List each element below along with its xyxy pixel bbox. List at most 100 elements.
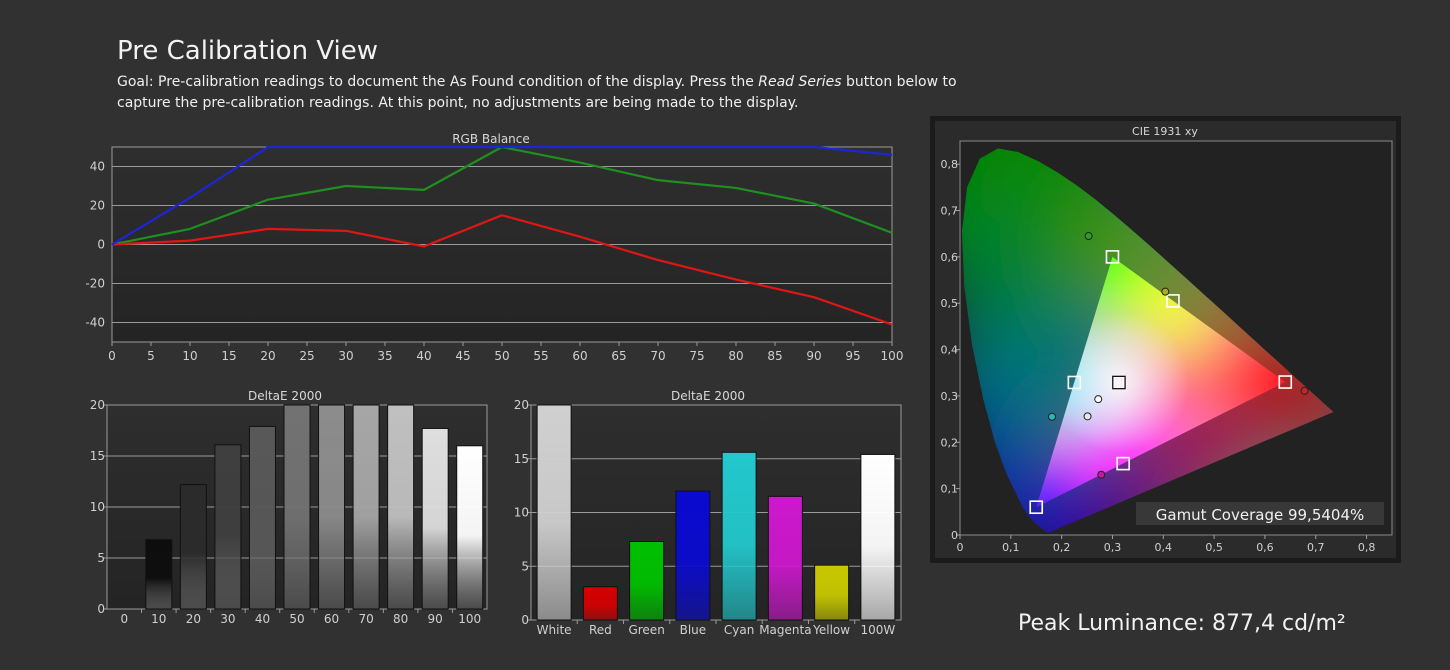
rgb-x-tick-label: 85 bbox=[767, 349, 782, 363]
color-x-tick-label: 100W bbox=[860, 623, 895, 637]
gray-bar bbox=[421, 427, 449, 610]
color-bar bbox=[721, 451, 757, 621]
goal-text-end: button below to capture the pre-calibrat… bbox=[117, 74, 957, 111]
gray-x-tick-label: 10 bbox=[151, 612, 166, 626]
gamut-coverage-label: Gamut Coverage 99,5404% bbox=[1156, 506, 1365, 524]
rgb-balance-title: RGB Balance bbox=[452, 132, 530, 146]
cie-y-tick-label: 0,3 bbox=[941, 390, 959, 403]
cie-measured-white bbox=[1094, 395, 1103, 404]
color-x-tick-label: Cyan bbox=[724, 623, 754, 637]
cie-target-green bbox=[1105, 250, 1120, 264]
deltae-color-title: DeltaE 2000 bbox=[671, 389, 745, 403]
rgb-series-line bbox=[111, 145, 893, 246]
gray-x-tick-label: 50 bbox=[289, 612, 304, 626]
rgb-x-tick-label: 0 bbox=[108, 349, 116, 363]
cie-y-tick-label: 0,8 bbox=[941, 158, 959, 171]
gray-x-tick-label: 0 bbox=[120, 612, 128, 626]
deltae-color-chart: DeltaE 2000 20 15 10 5 0 White Red Green Blue Cya… bbox=[514, 389, 902, 637]
cie-1931-chart: CIE 1931 xy 0 0,1 0,2 0,3 0,4 0,5 0,6 0,7 0,8 0 0,… bbox=[930, 116, 1401, 563]
cie-target-magenta bbox=[1116, 456, 1130, 471]
rgb-x-tick-label: 80 bbox=[728, 349, 743, 363]
color-x-tick-label: Blue bbox=[680, 623, 707, 637]
gray-bar bbox=[179, 484, 207, 610]
rgb-x-tick-label: 70 bbox=[650, 349, 665, 363]
gray-x-tick-label: 40 bbox=[255, 612, 270, 626]
gray-x-tick-label: 20 bbox=[186, 612, 201, 626]
rgb-x-tick-label: 20 bbox=[260, 349, 275, 363]
cie-y-tick-label: 0,4 bbox=[941, 344, 959, 357]
gray-bar bbox=[318, 404, 346, 610]
gray-bar bbox=[352, 404, 380, 610]
cie-x-tick-label: 0 bbox=[957, 541, 964, 554]
color-x-tick-label: Yellow bbox=[812, 623, 850, 637]
gray-bar bbox=[456, 445, 484, 610]
rgb-x-tick-label: 35 bbox=[377, 349, 392, 363]
cie-y-tick-label: 0,7 bbox=[941, 205, 959, 218]
color-x-tick-label: Magenta bbox=[759, 623, 811, 637]
rgb-x-tick-label: 90 bbox=[806, 349, 821, 363]
rgb-series-line bbox=[111, 214, 893, 326]
rgb-x-tick-label: 10 bbox=[182, 349, 197, 363]
color-bar bbox=[675, 490, 711, 621]
cie-measured-cyan bbox=[1047, 412, 1056, 421]
cie-target-blue bbox=[1029, 500, 1044, 514]
gray-bar bbox=[248, 425, 276, 610]
rgb-x-tick-label: 60 bbox=[572, 349, 587, 363]
color-y-tick-label: 20 bbox=[514, 398, 529, 412]
rgb-x-tick-label: 40 bbox=[416, 349, 431, 363]
rgb-x-tick-label: 15 bbox=[221, 349, 236, 363]
rgb-x-tick-label: 75 bbox=[689, 349, 704, 363]
cie-title: CIE 1931 xy bbox=[1132, 125, 1198, 138]
color-y-tick-label: 5 bbox=[521, 559, 529, 573]
read-series-emphasis: Read Series bbox=[758, 74, 842, 90]
rgb-x-tick-label: 25 bbox=[299, 349, 314, 363]
gray-bar bbox=[283, 404, 311, 610]
cie-y-tick-label: 0,2 bbox=[941, 436, 959, 449]
rgb-y-tick-label: -40 bbox=[85, 316, 105, 330]
rgb-y-tick-label: -20 bbox=[85, 277, 105, 291]
cie-measured-yellow bbox=[1161, 287, 1170, 296]
rgb-x-tick-label: 65 bbox=[611, 349, 626, 363]
color-bar bbox=[814, 564, 850, 621]
gray-x-tick-label: 60 bbox=[324, 612, 339, 626]
rgb-x-tick-label: 95 bbox=[845, 349, 860, 363]
page-title: Pre Calibration View bbox=[117, 36, 379, 66]
cie-measured-green bbox=[1084, 232, 1093, 241]
cie-y-tick-label: 0,5 bbox=[941, 297, 959, 310]
cie-x-tick-label: 0,3 bbox=[1104, 541, 1122, 554]
cie-x-tick-label: 0,1 bbox=[1002, 541, 1020, 554]
gray-y-tick-label: 10 bbox=[90, 500, 105, 514]
gray-y-tick-label: 15 bbox=[90, 449, 105, 463]
cie-target-yellow bbox=[1166, 294, 1180, 308]
color-x-tick-label: Red bbox=[589, 623, 612, 637]
cie-measured-red bbox=[1300, 386, 1309, 395]
rgb-x-tick-label: 45 bbox=[455, 349, 470, 363]
gray-x-tick-label: 100 bbox=[458, 612, 481, 626]
gray-y-tick-label: 5 bbox=[97, 551, 105, 565]
rgb-x-tick-label: 100 bbox=[881, 349, 904, 363]
color-y-tick-label: 10 bbox=[514, 506, 529, 520]
cie-x-tick-label: 0,8 bbox=[1358, 541, 1376, 554]
rgb-y-tick-label: 0 bbox=[97, 238, 105, 252]
rgb-balance-chart: RGB Balance 40 20 0 -20 -40 0 5 10 15 20 25 30 35 40 4… bbox=[85, 132, 904, 363]
cie-x-tick-label: 0,7 bbox=[1307, 541, 1325, 554]
cie-x-tick-label: 0,2 bbox=[1053, 541, 1071, 554]
gray-bar bbox=[214, 444, 242, 610]
peak-luminance-readout: Peak Luminance: 877,4 cd/m² bbox=[1018, 611, 1346, 636]
cie-x-tick-label: 0,4 bbox=[1155, 541, 1173, 554]
deltae-grayscale-title: DeltaE 2000 bbox=[248, 389, 322, 403]
cie-target-red bbox=[1278, 375, 1293, 389]
goal-text-start: Goal: Pre-calibration readings to docume… bbox=[117, 74, 759, 90]
rgb-x-tick-label: 30 bbox=[338, 349, 353, 363]
color-y-tick-label: 15 bbox=[514, 452, 529, 466]
gray-x-tick-label: 90 bbox=[428, 612, 443, 626]
gamut-coverage-box bbox=[1136, 502, 1384, 525]
cie-x-tick-label: 0,6 bbox=[1256, 541, 1274, 554]
color-y-tick-label: 0 bbox=[521, 613, 529, 627]
color-x-tick-label: Green bbox=[628, 623, 664, 637]
gray-bar bbox=[145, 539, 173, 610]
rgb-y-tick-label: 20 bbox=[90, 199, 105, 213]
cie-y-tick-label: 0,6 bbox=[941, 251, 959, 264]
rgb-x-tick-label: 55 bbox=[533, 349, 548, 363]
gray-x-tick-label: 70 bbox=[358, 612, 373, 626]
